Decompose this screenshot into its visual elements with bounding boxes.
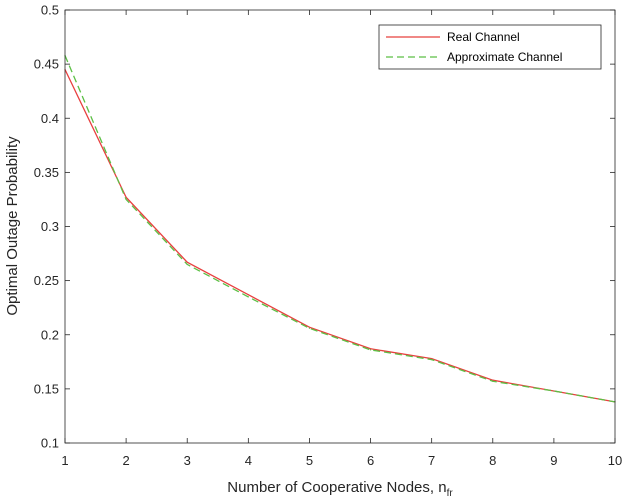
- data-point-real-channel: [369, 348, 372, 350]
- y-tick-label: 0.2: [41, 327, 59, 342]
- data-point-real-channel: [431, 357, 433, 360]
- y-tick-label: 0.4: [41, 111, 59, 126]
- y-tick-label: 0.1: [41, 436, 59, 451]
- x-tick-label: 4: [245, 453, 252, 468]
- data-point-approximate-channel: [431, 359, 433, 361]
- data-point-real-channel: [308, 326, 311, 328]
- data-point-approximate-channel: [553, 390, 555, 392]
- x-tick-label: 2: [122, 453, 129, 468]
- y-tick-label: 0.15: [34, 381, 59, 396]
- data-point-approximate-channel: [125, 198, 127, 201]
- y-axis-title: Optimal Outage Probability: [4, 136, 21, 316]
- x-tick-label: 7: [428, 453, 435, 468]
- y-tick-label: 0.5: [41, 3, 59, 18]
- x-tick-label: 8: [489, 453, 496, 468]
- data-point-approximate-channel: [369, 349, 372, 351]
- x-tick-label: 1: [61, 453, 68, 468]
- y-tick-label: 0.25: [34, 273, 59, 288]
- legend: Real Channel Approximate Channel: [378, 24, 602, 70]
- data-point-approximate-channel: [247, 296, 249, 298]
- y-tick-label: 0.3: [41, 219, 59, 234]
- x-tick-label: 3: [184, 453, 191, 468]
- x-tick-label: 5: [306, 453, 313, 468]
- y-axis-label: Optimal Outage Probability: [4, 136, 21, 316]
- y-tick-label: 0.35: [34, 165, 59, 180]
- x-tick-label: 10: [608, 453, 622, 468]
- series-line-approximate-channel: [64, 55, 616, 403]
- y-tick-label: 0.45: [34, 57, 59, 72]
- plot-background: [65, 10, 615, 443]
- x-tick-label: 6: [367, 453, 374, 468]
- x-axis-label: Number of Cooperative Nodes, n: [227, 479, 446, 496]
- data-point-real-channel: [186, 261, 188, 263]
- legend-label-approximate-channel: Approximate Channel: [447, 50, 562, 64]
- legend-label-real-channel: Real Channel: [447, 30, 520, 44]
- data-point-approximate-channel: [308, 327, 311, 329]
- data-point-approximate-channel: [492, 380, 494, 382]
- legend-box: [378, 24, 602, 70]
- data-point-real-channel: [247, 294, 249, 296]
- x-axis-title: Number of Cooperative Nodes, nfr: [227, 479, 453, 496]
- x-tick-label: 9: [550, 453, 557, 468]
- x-axis-label-subscript: fr: [447, 488, 454, 496]
- data-point-approximate-channel: [186, 263, 188, 265]
- plot-frame: [64, 9, 616, 444]
